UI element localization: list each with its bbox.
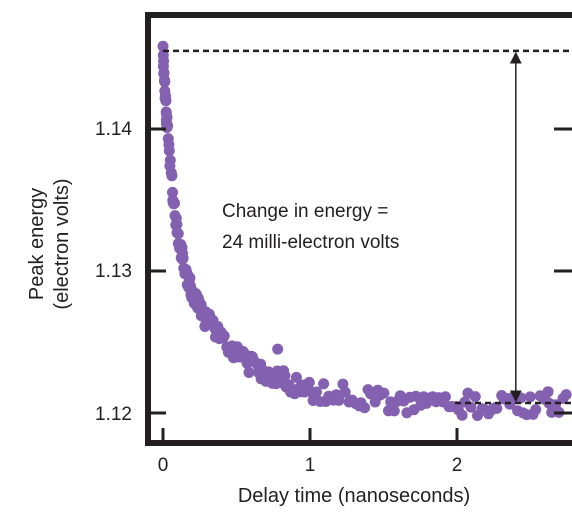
data-point <box>378 387 390 399</box>
data-point <box>159 75 171 87</box>
data-point <box>318 378 330 390</box>
y-tick-label-1.13: 1.13 <box>95 261 132 282</box>
x-tick-label-2: 2 <box>452 455 463 476</box>
data-point <box>515 392 527 404</box>
data-point <box>491 402 503 414</box>
y-axis-title-line-1: Peak energy <box>26 188 48 300</box>
data-point <box>542 386 554 398</box>
data-point <box>218 330 230 342</box>
data-point <box>272 343 284 355</box>
x-tick-label-0: 0 <box>158 455 169 476</box>
axis-ticks <box>148 127 572 443</box>
y-axis-title: Peak energy (electron volts) <box>26 178 73 309</box>
data-point <box>177 252 189 264</box>
data-point <box>410 390 422 402</box>
data-point <box>359 402 371 414</box>
data-point <box>560 389 572 401</box>
data-point <box>279 370 291 382</box>
data-point <box>164 154 176 166</box>
data-point <box>311 386 322 398</box>
data-point <box>456 409 468 421</box>
x-axis-title: Delay time (nanoseconds) <box>238 485 470 507</box>
data-point <box>530 404 542 416</box>
energy-change-annotation-line-1: Change in energy = <box>222 201 388 222</box>
plot-frame <box>145 12 572 446</box>
data-point <box>465 401 477 413</box>
y-tick-label-1.12: 1.12 <box>95 404 132 425</box>
data-point <box>243 367 255 378</box>
data-point <box>333 394 345 406</box>
data-point <box>184 272 196 284</box>
data-point <box>167 186 178 198</box>
data-point <box>172 228 184 240</box>
data-point <box>439 391 451 403</box>
data-point <box>524 391 536 403</box>
data-point <box>290 371 302 383</box>
data-point <box>303 376 315 388</box>
y-axis-title-line-2: (electron volts) <box>51 178 73 309</box>
data-point <box>339 386 351 398</box>
data-point <box>388 405 400 417</box>
data-point <box>166 170 178 182</box>
data-point <box>157 40 169 52</box>
data-point <box>163 145 175 157</box>
y-tick-label-1.14: 1.14 <box>95 119 132 140</box>
data-point <box>171 218 183 230</box>
data-point <box>169 197 180 209</box>
data-point <box>160 95 172 107</box>
data-point <box>161 111 173 123</box>
energy-change-annotation-line-2: 24 milli-electron volts <box>222 232 399 253</box>
data-points <box>157 40 572 421</box>
x-tick-label-1: 1 <box>305 455 316 476</box>
data-point <box>469 391 481 403</box>
